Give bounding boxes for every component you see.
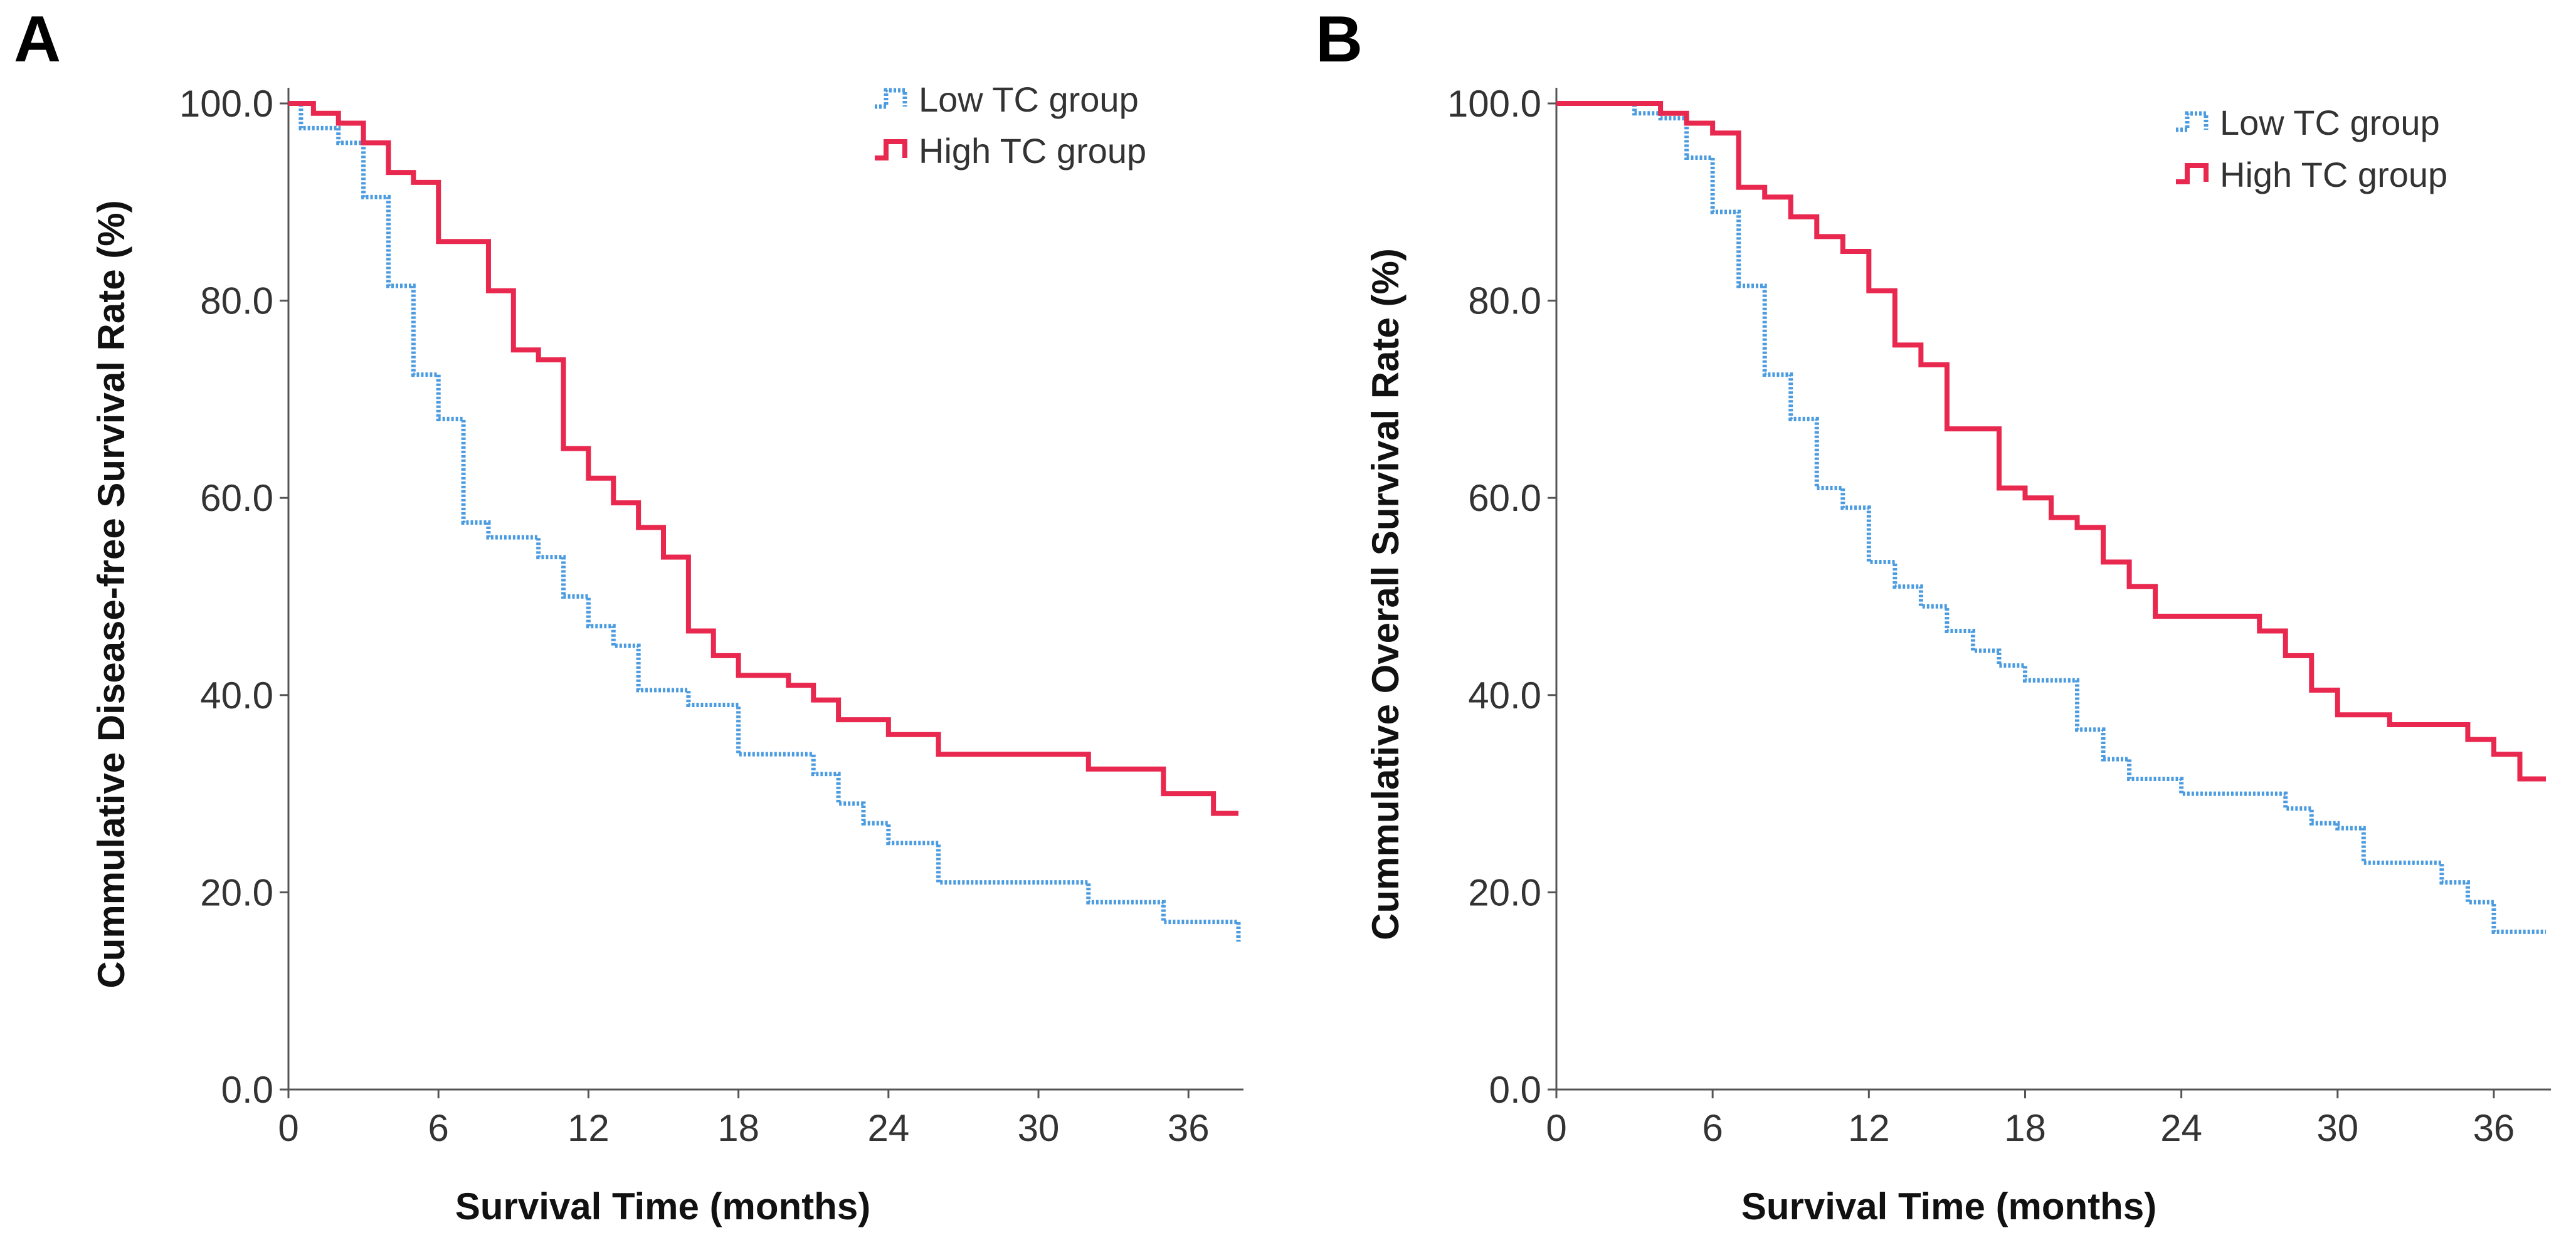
legend-b: Low TC group High TC group bbox=[2176, 103, 2447, 194]
plot-area-a: 0.0 20.0 40.0 60.0 80.0 100.0 0 6 12 18 24 30 36 bbox=[179, 83, 1243, 1149]
x-tick-label-a: 18 bbox=[717, 1107, 759, 1149]
x-tick-label-b: 36 bbox=[2473, 1107, 2515, 1149]
legend-label-low-a: Low TC group bbox=[919, 80, 1139, 119]
x-tick-label-b: 0 bbox=[1546, 1107, 1566, 1149]
survival-curve-low-a bbox=[288, 101, 1241, 942]
legend-entry-high-b: High TC group bbox=[2176, 155, 2447, 194]
y-tick-label-a: 40.0 bbox=[200, 675, 273, 717]
legend-swatch-high-b bbox=[2176, 163, 2209, 184]
y-tick-label-b: 40.0 bbox=[1468, 675, 1541, 717]
x-tick-label-a: 36 bbox=[1168, 1107, 1210, 1149]
y-tick-label-b: 80.0 bbox=[1468, 280, 1541, 322]
x-tick-label-b: 6 bbox=[1702, 1107, 1723, 1149]
legend-entry-high-a: High TC group bbox=[875, 131, 1146, 171]
legend-entry-low-a: Low TC group bbox=[875, 80, 1139, 119]
x-tick-label-b: 18 bbox=[2004, 1107, 2046, 1149]
plot-area-b: 0.0 20.0 40.0 60.0 80.0 100.0 0 6 12 18 24 30 36 bbox=[1447, 83, 2551, 1149]
panel-b: B 0.0 20.0 40.0 60.0 80.0 100.0 0 6 12 18 24 30 36 S… bbox=[1316, 3, 2551, 1227]
x-tick-label-a: 0 bbox=[278, 1107, 298, 1149]
panel-label-b: B bbox=[1316, 3, 1363, 76]
y-tick-label-a: 60.0 bbox=[200, 477, 273, 519]
legend-a: Low TC group High TC group bbox=[875, 80, 1146, 171]
legend-label-low-b: Low TC group bbox=[2220, 103, 2440, 142]
panel-a: A 0.0 20.0 40.0 60.0 80.0 100.0 0 6 12 18 24 30 36 S… bbox=[14, 3, 1243, 1227]
y-tick-label-b: 60.0 bbox=[1468, 477, 1541, 519]
x-tick-label-b: 12 bbox=[1848, 1107, 1890, 1149]
y-tick-label-b: 20.0 bbox=[1468, 871, 1541, 913]
y-tick-label-a: 20.0 bbox=[200, 871, 273, 913]
y-tick-label-a: 0.0 bbox=[221, 1069, 273, 1111]
x-tick-label-a: 30 bbox=[1018, 1107, 1060, 1149]
x-tick-label-a: 6 bbox=[428, 1107, 449, 1149]
survival-curve-low-b bbox=[1556, 101, 2546, 934]
x-axis-title-b: Survival Time (months) bbox=[1741, 1185, 2156, 1227]
y-tick-label-a: 80.0 bbox=[200, 280, 273, 322]
legend-label-high-b: High TC group bbox=[2220, 155, 2447, 194]
y-axis-title-a: Cummulative Disease-free Survival Rate (… bbox=[90, 200, 132, 988]
survival-curve-high-b bbox=[1556, 101, 2546, 782]
x-tick-label-b: 24 bbox=[2160, 1107, 2202, 1149]
survival-curve-high-a bbox=[288, 101, 1238, 816]
y-tick-label-b: 0.0 bbox=[1489, 1069, 1541, 1111]
x-tick-label-a: 24 bbox=[867, 1107, 909, 1149]
legend-swatch-high-a bbox=[875, 139, 907, 160]
legend-swatch-low-a bbox=[875, 88, 907, 109]
legend-swatch-low-b bbox=[2176, 111, 2209, 132]
x-tick-label-b: 30 bbox=[2316, 1107, 2358, 1149]
x-tick-label-a: 12 bbox=[567, 1107, 610, 1149]
legend-label-high-a: High TC group bbox=[919, 131, 1146, 171]
legend-entry-low-b: Low TC group bbox=[2176, 103, 2440, 142]
x-axis-title-a: Survival Time (months) bbox=[455, 1185, 870, 1227]
y-tick-label-a: 100.0 bbox=[179, 83, 273, 125]
y-tick-label-b: 100.0 bbox=[1447, 83, 1541, 125]
y-axis-title-b: Cummulative Overall Survival Rate (%) bbox=[1365, 248, 1407, 940]
panel-label-a: A bbox=[14, 3, 61, 76]
